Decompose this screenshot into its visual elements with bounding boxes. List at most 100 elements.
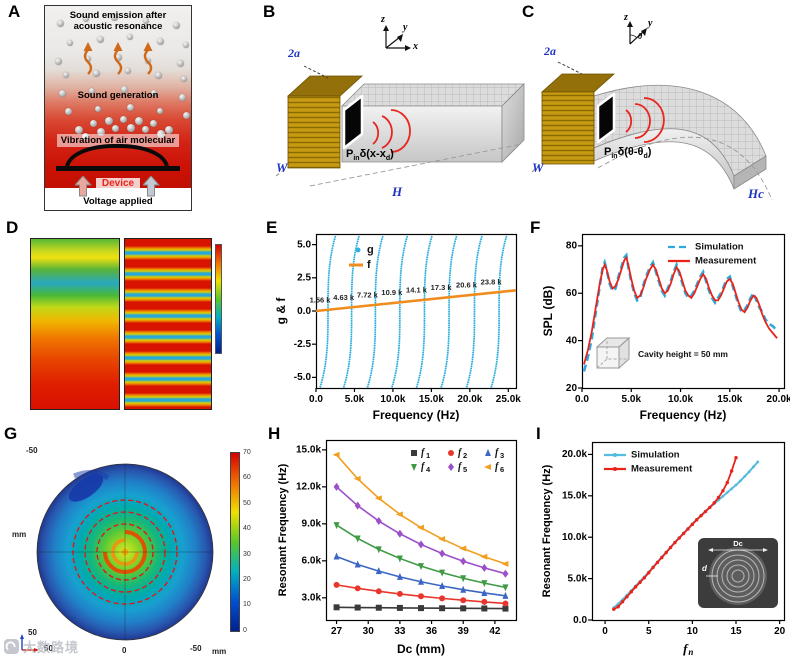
g-xaxis-unit: mm <box>212 647 227 656</box>
panel-label-d: D <box>6 218 19 237</box>
width-label-c: W <box>532 160 544 175</box>
air-molecule <box>177 60 184 67</box>
g-xtick-center: 0 <box>122 646 127 655</box>
g-ytick-top: -50 <box>26 446 38 455</box>
aperture-2a-label-c: 2a <box>544 44 556 58</box>
axis-y-label-b: y <box>403 22 408 33</box>
air-molecule <box>75 126 83 134</box>
panel-label-a: A <box>8 2 21 21</box>
watermark-logo-icon <box>4 639 19 654</box>
air-molecule <box>105 117 113 125</box>
g-colorbar-tick: 40 <box>243 525 251 533</box>
panel-label-i: I <box>536 424 541 443</box>
panel-label-f: F <box>530 218 541 237</box>
air-molecule <box>155 72 162 79</box>
air-molecule <box>135 117 143 125</box>
hc-label-c: Hc <box>748 186 764 201</box>
aperture-2a-label-b: 2a <box>288 46 300 60</box>
air-molecule <box>165 126 173 134</box>
panel-label-e: E <box>266 218 278 237</box>
voltage-applied-text: Voltage applied <box>83 196 153 207</box>
device-text: Device <box>95 178 141 189</box>
air-molecule <box>95 106 101 112</box>
air-molecule <box>183 112 190 119</box>
hot-spiral-core <box>103 530 147 574</box>
voltage-arrow-right-icon <box>143 176 160 197</box>
axis-z-label-c: z <box>624 12 628 23</box>
circular-field-map <box>20 463 214 652</box>
dark-field-blob <box>68 474 104 502</box>
panel-label-h: H <box>268 424 281 443</box>
inset-dc-label: Dc <box>733 539 743 548</box>
g-colorbar <box>230 452 240 632</box>
voltage-arrow-left-icon <box>75 176 92 197</box>
g-colorbar-tick: 20 <box>243 576 251 583</box>
air-molecule <box>59 90 66 97</box>
spiral-photo-inset <box>698 538 778 608</box>
axis-triad-icon <box>20 634 39 652</box>
air-molecule <box>89 88 95 94</box>
air-molecule <box>150 120 157 127</box>
device-text-wrap: Device <box>45 173 191 191</box>
air-molecule <box>85 56 91 62</box>
straight-duct-diagram <box>275 25 525 187</box>
air-molecule <box>127 124 135 132</box>
air-molecule <box>173 22 180 29</box>
xyz-axes-icon <box>385 29 407 49</box>
air-molecule <box>115 54 122 61</box>
g-colorbar-ticks: 70 60 50 40 30 20 10 0 <box>243 449 261 634</box>
chart-h-canvas <box>276 434 522 658</box>
air-molecule <box>157 108 163 114</box>
axis-y-label-c: y <box>648 18 653 29</box>
air-molecule <box>112 125 119 132</box>
g-colorbar-tick: 0 <box>243 626 247 634</box>
cavity-box-icon <box>595 336 631 370</box>
g-ytick-bottom: 50 <box>28 628 37 637</box>
source-term-label-b: Pinδ(x-xd) <box>346 148 394 163</box>
air-molecule <box>121 86 128 93</box>
sound-arcs-icon <box>372 109 411 153</box>
vibration-text: Vibration of air molecular <box>56 134 180 147</box>
air-molecule <box>120 116 127 123</box>
panel-a-device-schematic: Sound emission after acoustic resonance … <box>44 5 192 211</box>
air-molecule <box>127 104 134 111</box>
mini-colorbar <box>215 244 222 354</box>
air-molecule <box>63 72 69 78</box>
axis-x-label-b: x <box>413 41 418 52</box>
inset-d-label: d <box>702 564 707 573</box>
cavity-height-text: Cavity height = 50 mm <box>638 348 728 359</box>
panel-label-c: C <box>522 2 535 21</box>
air-molecule <box>111 14 118 21</box>
air-molecule <box>93 70 100 77</box>
air-molecule <box>57 20 64 27</box>
field-map-left <box>30 238 120 410</box>
air-molecule <box>125 68 131 74</box>
air-molecule <box>142 126 149 133</box>
g-colorbar-tick: 30 <box>243 550 251 558</box>
air-molecule <box>183 42 189 48</box>
air-molecule <box>67 40 73 46</box>
g-colorbar-tick: 70 <box>243 449 251 456</box>
watermark-text: 大数路境 <box>23 640 80 655</box>
chart-f-canvas <box>540 228 790 424</box>
chart-e-canvas <box>276 228 522 424</box>
vibration-text-wrap: Vibration of air molecular <box>45 130 191 148</box>
axis-z-label-b: z <box>381 14 385 25</box>
sound-generation-text: Sound generation <box>77 90 159 101</box>
air-molecule <box>143 18 149 24</box>
watermark: 大数路境 <box>4 637 79 656</box>
field-map-right <box>124 238 212 410</box>
air-molecules-layer <box>45 6 191 188</box>
g-xtick-left: 50 <box>44 644 53 653</box>
air-molecule <box>90 120 97 127</box>
sound-emission-text: Sound emission after acoustic resonance <box>69 10 167 33</box>
air-molecule <box>83 16 89 22</box>
air-molecule <box>97 36 104 43</box>
air-molecule <box>181 76 187 82</box>
g-yaxis-unit: mm <box>12 530 27 539</box>
sound-arcs-icon <box>625 97 665 143</box>
cavity-inset: Cavity height = 50 mm <box>592 334 730 374</box>
sound-waves-icon <box>83 42 153 75</box>
width-label-b: W <box>276 160 288 175</box>
